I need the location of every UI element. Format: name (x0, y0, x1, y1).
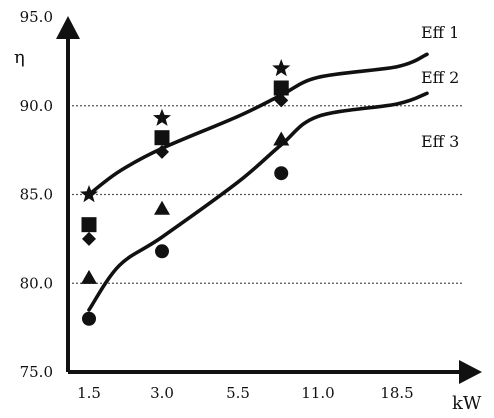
diamond-marker-icon (82, 231, 96, 246)
diamond-marker-icon (274, 93, 289, 108)
data-markers (80, 59, 291, 326)
y-tick-label: 80.0 (20, 274, 53, 292)
square-marker-icon (81, 217, 97, 233)
x-axis-label: kW (452, 393, 482, 414)
curve-eff-3 (87, 91, 429, 312)
y-tick-label: 95.0 (20, 8, 53, 26)
circle-marker-icon (82, 311, 96, 326)
star-marker-icon (80, 185, 98, 203)
series-label-eff-2: Eff 2 (421, 68, 459, 87)
y-tick-label: 90.0 (20, 97, 53, 115)
star-marker-icon (272, 59, 291, 77)
triangle-marker-icon (154, 200, 170, 215)
x-tick-label: 5.5 (226, 384, 250, 402)
curve-eff-1 (87, 52, 429, 197)
y-tick-label: 85.0 (20, 186, 53, 204)
y-tick-label: 75.0 (20, 363, 53, 381)
series-label-eff-3: Eff 3 (421, 132, 459, 151)
square-marker-icon (154, 130, 170, 146)
y-axis-arrow-icon (56, 16, 80, 39)
circle-marker-icon (274, 166, 289, 181)
x-tick-label: 11.0 (301, 384, 334, 402)
x-tick-label: 18.5 (380, 384, 413, 402)
axes (56, 16, 482, 384)
x-tick-label: 1.5 (77, 384, 101, 402)
square-marker-icon (273, 80, 289, 96)
x-tick-labels: 1.5 3.0 5.5 11.0 18.5 (77, 384, 414, 402)
y-axis-label: η (14, 47, 25, 68)
triangle-marker-icon (81, 269, 97, 284)
series-labels: Eff 1 Eff 2 Eff 3 (421, 23, 459, 151)
triangle-marker-icon (273, 131, 290, 146)
diamond-marker-icon (155, 144, 169, 159)
grid-lines (68, 105, 462, 284)
efficiency-curves (87, 52, 429, 312)
series-label-eff-1: Eff 1 (421, 23, 459, 42)
x-axis-arrow-icon (459, 360, 482, 384)
x-tick-label: 3.0 (150, 384, 174, 402)
y-tick-labels: 75.0 80.0 85.0 90.0 95.0 (20, 8, 53, 381)
circle-marker-icon (155, 244, 169, 259)
star-marker-icon (153, 108, 171, 126)
